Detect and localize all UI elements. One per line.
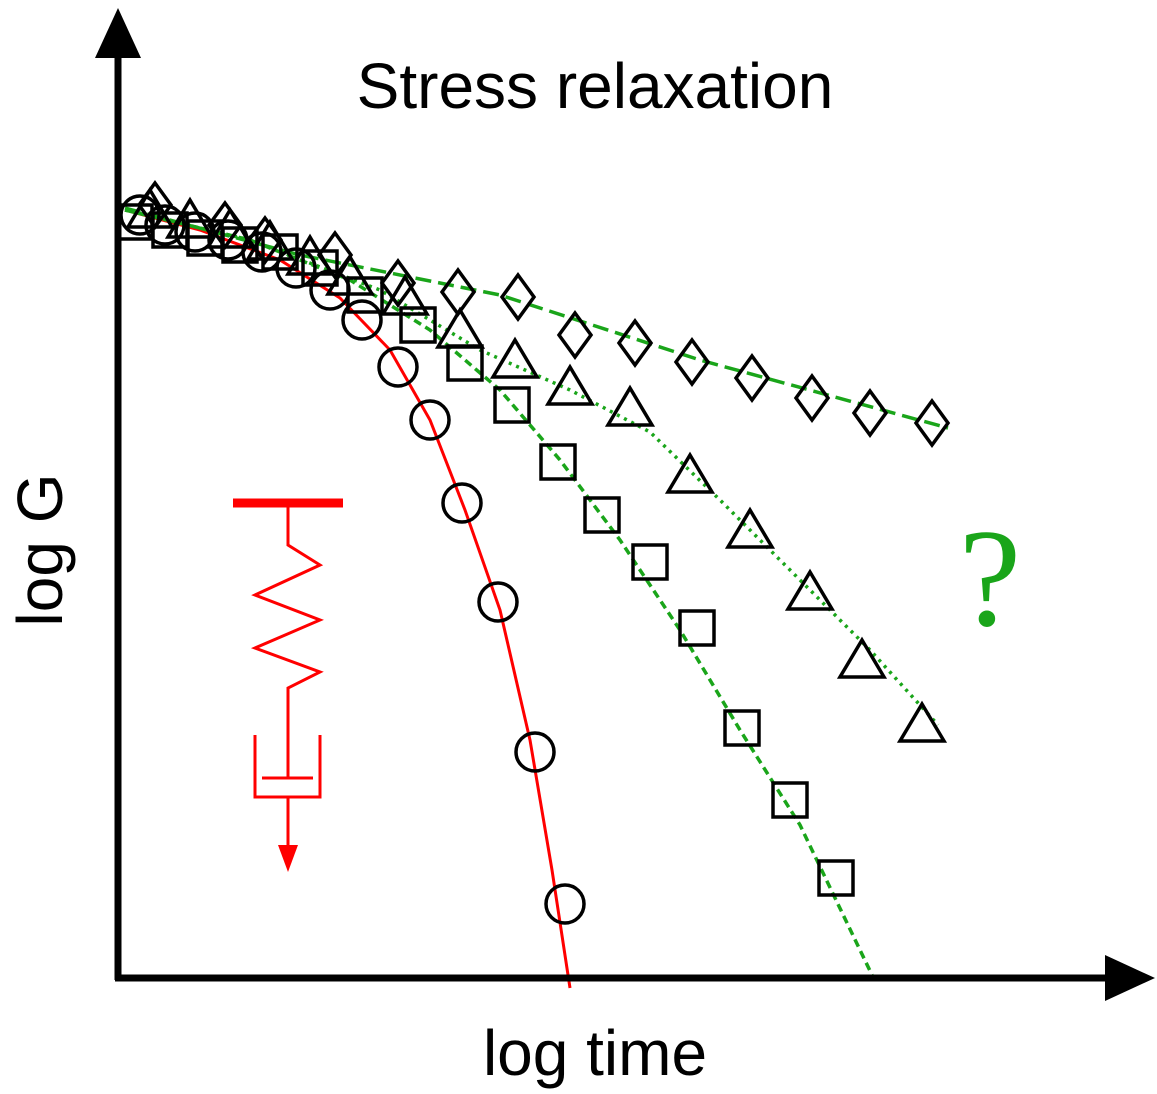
markers bbox=[116, 180, 951, 925]
square-marker bbox=[261, 233, 299, 271]
square-marker bbox=[493, 386, 531, 424]
square-marker bbox=[631, 543, 669, 581]
title: Stress relaxation bbox=[357, 50, 834, 122]
diamond-marker bbox=[616, 318, 654, 368]
diamond-marker bbox=[439, 267, 477, 317]
circle-marker bbox=[441, 482, 483, 524]
triangle-marker bbox=[896, 700, 948, 743]
x-axis-label: log time bbox=[483, 1017, 707, 1089]
circle-marker bbox=[514, 731, 556, 773]
triangle-marker bbox=[784, 568, 836, 611]
circle-marker bbox=[144, 204, 186, 246]
triangle-marker bbox=[379, 273, 431, 316]
circle-marker bbox=[341, 299, 383, 341]
fit-diamonds bbox=[124, 206, 949, 430]
diamond-marker bbox=[851, 388, 889, 438]
diamond-marker bbox=[793, 373, 831, 423]
square-marker bbox=[723, 709, 761, 747]
diamond-marker bbox=[206, 200, 244, 250]
triangle-marker bbox=[489, 336, 541, 379]
square-marker bbox=[771, 781, 809, 819]
square-marker bbox=[678, 609, 716, 647]
y-axis-label: log G bbox=[4, 474, 76, 627]
square-marker bbox=[817, 859, 855, 897]
question-mark: ? bbox=[959, 501, 1021, 656]
circle-marker bbox=[477, 581, 519, 623]
maxwell-fit bbox=[124, 208, 572, 989]
diamond-marker bbox=[136, 180, 174, 230]
circle-marker bbox=[377, 346, 419, 388]
square-marker bbox=[583, 496, 621, 534]
maxwell-model bbox=[233, 498, 343, 872]
triangle-marker bbox=[204, 206, 256, 249]
diamond-marker bbox=[379, 258, 417, 308]
diamond-marker bbox=[673, 337, 711, 387]
diamond-marker bbox=[499, 272, 537, 322]
square-marker bbox=[399, 306, 437, 344]
square-marker bbox=[446, 344, 484, 382]
square-marker bbox=[539, 443, 577, 481]
triangle-marker bbox=[164, 196, 216, 239]
fit-squares bbox=[124, 208, 874, 976]
triangle-marker bbox=[836, 636, 888, 679]
triangle-marker bbox=[124, 186, 176, 229]
triangle-marker bbox=[324, 253, 376, 296]
diamond-marker bbox=[556, 310, 594, 360]
circle-marker bbox=[409, 399, 451, 441]
diamond-marker bbox=[913, 398, 951, 448]
triangle-marker bbox=[664, 451, 716, 494]
diamond-marker bbox=[316, 230, 354, 280]
triangle-marker bbox=[434, 306, 486, 349]
x-axis-arrow bbox=[1105, 955, 1155, 1001]
y-axis-arrow bbox=[95, 8, 141, 58]
diamond-marker bbox=[733, 353, 771, 403]
fit-triangles bbox=[124, 208, 940, 727]
triangle-marker bbox=[724, 506, 776, 549]
circle-marker bbox=[544, 883, 586, 925]
triangle-marker bbox=[544, 363, 596, 406]
diamond-marker bbox=[246, 215, 284, 265]
triangle-marker bbox=[604, 384, 656, 427]
